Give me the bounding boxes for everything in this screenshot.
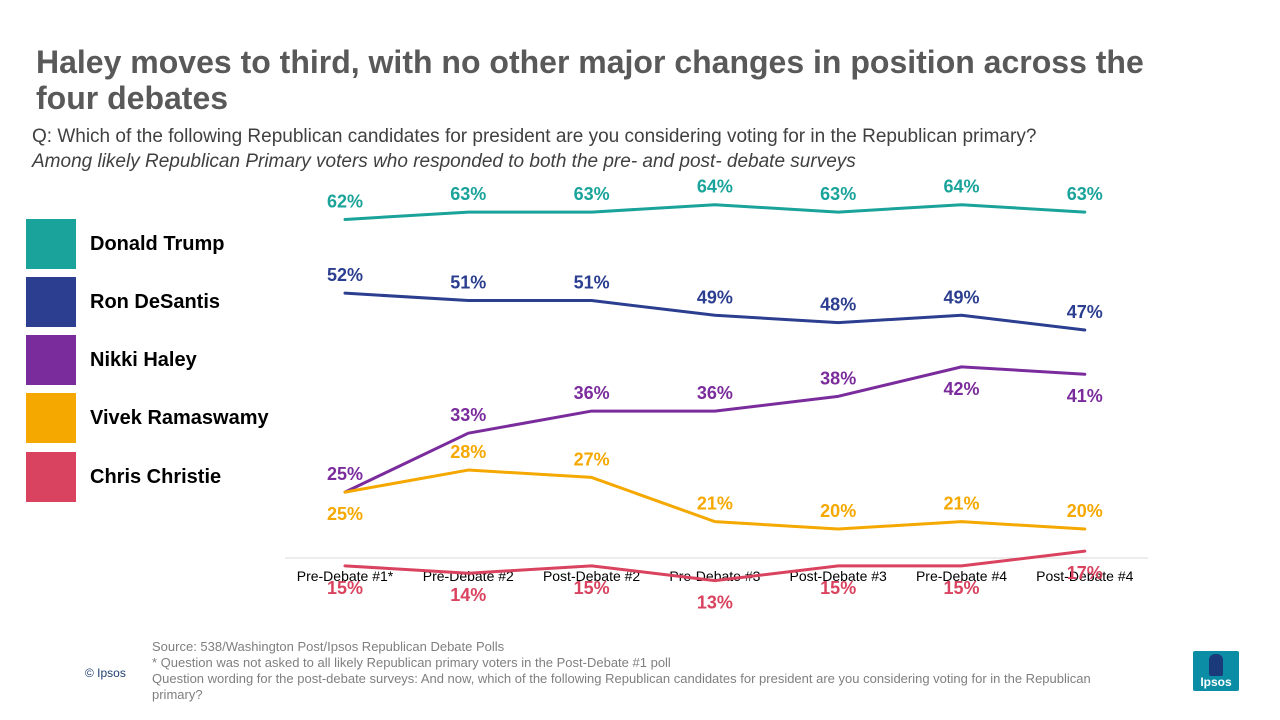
data-label: 64% <box>943 177 979 197</box>
data-label: 63% <box>574 184 610 204</box>
data-label: 47% <box>1067 302 1103 322</box>
asterisk-note: * Question was not asked to all likely R… <box>152 655 671 670</box>
legend-swatch-trump <box>26 219 76 269</box>
data-label: 14% <box>450 585 486 605</box>
legend-label-desantis: Ron DeSantis <box>90 291 221 313</box>
data-label: 41% <box>1067 386 1103 406</box>
x-tick-label: Post-Debate #4 <box>1036 568 1133 584</box>
series-line <box>343 203 1087 221</box>
data-label: 20% <box>820 501 856 521</box>
legend-item-trump: Donald Trump <box>26 219 306 269</box>
series-line <box>343 291 1087 332</box>
data-label: 49% <box>943 287 979 307</box>
source-note: Source: 538/Washington Post/Ipsos Republ… <box>152 639 505 654</box>
x-tick-label: Post-Debate #3 <box>790 568 887 584</box>
footer-notes: Source: 538/Washington Post/Ipsos Republ… <box>152 639 1132 703</box>
data-label: 13% <box>697 593 733 613</box>
legend-swatch-ramaswamy <box>26 393 76 443</box>
data-label: 64% <box>697 177 733 197</box>
series-line <box>343 365 1087 494</box>
data-label: 21% <box>943 494 979 514</box>
series-line <box>343 549 1087 583</box>
x-tick-label: Pre-Debate #3 <box>669 568 760 584</box>
legend-swatch-haley <box>26 335 76 385</box>
legend-label-trump: Donald Trump <box>90 233 225 255</box>
legend-item-ramaswamy: Vivek Ramaswamy <box>26 393 306 443</box>
data-label: 38% <box>820 368 856 388</box>
data-label: 17% <box>1067 563 1103 583</box>
data-label: 49% <box>697 287 733 307</box>
ipsos-logo-mark <box>1209 654 1223 676</box>
ipsos-logo-text: Ipsos <box>1200 675 1232 689</box>
data-label: 63% <box>820 184 856 204</box>
data-label: 15% <box>327 578 363 598</box>
x-tick-label: Pre-Debate #4 <box>916 568 1007 584</box>
data-label: 36% <box>697 383 733 403</box>
series-line <box>343 468 1087 531</box>
survey-question: Q: Which of the following Republican can… <box>32 126 1037 147</box>
data-label: 62% <box>327 191 363 211</box>
data-label: 15% <box>574 578 610 598</box>
ipsos-logo: Ipsos <box>1193 651 1239 691</box>
data-label: 25% <box>327 464 363 484</box>
data-label: 21% <box>697 494 733 514</box>
data-label: 51% <box>450 273 486 293</box>
data-label: 51% <box>574 273 610 293</box>
data-label: 48% <box>820 295 856 315</box>
data-label: 52% <box>327 265 363 285</box>
data-label: 28% <box>450 442 486 462</box>
legend-item-desantis: Ron DeSantis <box>26 277 306 327</box>
data-label: 33% <box>450 405 486 425</box>
data-label: 27% <box>574 449 610 469</box>
data-label: 15% <box>943 578 979 598</box>
data-label: 63% <box>1067 184 1103 204</box>
legend-label-ramaswamy: Vivek Ramaswamy <box>90 407 269 429</box>
legend-swatch-desantis <box>26 277 76 327</box>
x-tick-label: Pre-Debate #1* <box>297 568 394 584</box>
legend-item-haley: Nikki Haley <box>26 335 306 385</box>
copyright: © Ipsos <box>85 666 126 680</box>
data-label: 42% <box>943 379 979 399</box>
data-label: 25% <box>327 504 363 524</box>
legend-item-christie: Chris Christie <box>26 452 306 502</box>
data-label: 15% <box>820 578 856 598</box>
page-title: Haley moves to third, with no other majo… <box>36 44 1144 116</box>
data-label: 63% <box>450 184 486 204</box>
data-label: 20% <box>1067 501 1103 521</box>
survey-subtitle: Among likely Republican Primary voters w… <box>32 151 856 172</box>
wording-note: Question wording for the post-debate sur… <box>152 671 1091 702</box>
legend-label-christie: Chris Christie <box>90 466 222 488</box>
x-tick-label: Post-Debate #2 <box>543 568 640 584</box>
data-label: 36% <box>574 383 610 403</box>
legend-swatch-christie <box>26 452 76 502</box>
legend-label-haley: Nikki Haley <box>90 349 197 371</box>
